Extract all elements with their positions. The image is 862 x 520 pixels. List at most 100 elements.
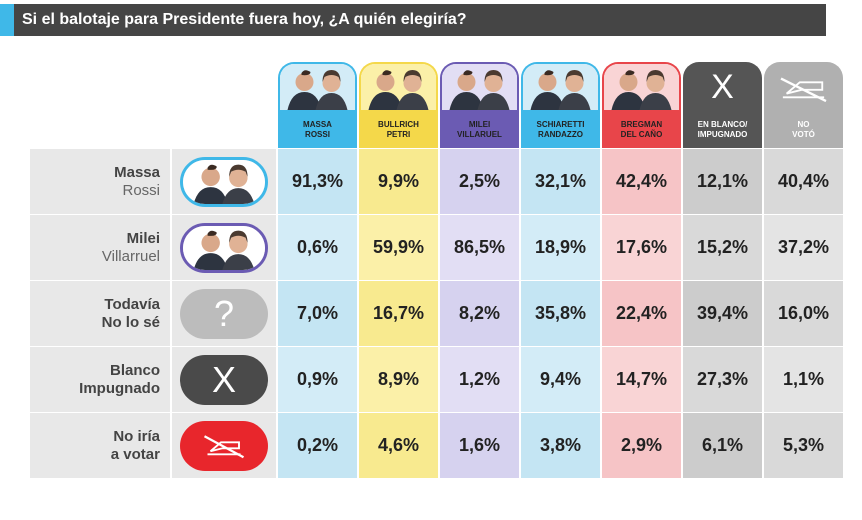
row-label-line1: Todavía [104,295,160,313]
candidates-photo-icon [183,159,265,204]
data-value: 12,1% [683,149,762,214]
chart-title: Si el balotaje para Presidente fuera hoy… [22,11,467,28]
row-label: Milei Villarruel [30,215,170,280]
x-icon: X [180,354,268,405]
data-value: 59,9% [359,215,438,280]
data-value: 2,5% [440,149,519,214]
data-value: 1,2% [440,347,519,412]
data-value: 22,4% [602,281,681,346]
data-value: 40,4% [764,149,843,214]
data-value: 9,9% [359,149,438,214]
column-photo [766,64,841,110]
milei-villarruel-photo [180,222,268,273]
row-icon-cell: X [172,347,276,412]
data-value: 2,9% [602,413,681,478]
column-header: MASSA ROSSI [278,62,357,148]
row-label-line1: Blanco [109,361,160,379]
data-value: 14,7% [602,347,681,412]
candidates-photo-icon [280,64,355,110]
massa-rossi-photo [180,156,268,207]
data-value: 16,0% [764,281,843,346]
column-photo [523,64,598,110]
data-value: 0,2% [278,413,357,478]
data-value: 8,9% [359,347,438,412]
title-bar: Si el balotaje para Presidente fuera hoy… [0,4,826,36]
row-label: Todavía No lo sé [30,281,170,346]
column-photo: X [685,64,760,110]
candidates-photo-icon [442,64,517,110]
data-value: 86,5% [440,215,519,280]
row-icon-cell: ? [172,281,276,346]
data-value: 37,2% [764,215,843,280]
row-icon-cell [172,413,276,478]
data-value: 27,3% [683,347,762,412]
column-name-line1: EN BLANCO/ [697,120,748,129]
data-value: 6,1% [683,413,762,478]
data-value: 16,7% [359,281,438,346]
column-header: BREGMAN DEL CAÑO [602,62,681,148]
header-corner [30,62,170,148]
data-value: 0,9% [278,347,357,412]
x-mark-icon: X [211,358,236,400]
row-label-line2: Rossi [122,181,160,199]
data-value: 7,0% [278,281,357,346]
row-icon-cell [172,215,276,280]
column-name-line1: SCHIARETTI [536,120,585,129]
results-table: MASSA ROSSI BULLRICH PETRI MILEI VILLARUEL SCH… [30,62,843,478]
data-value: 15,2% [683,215,762,280]
data-value: 4,6% [359,413,438,478]
row-label-line1: Milei [126,229,160,247]
row-label: No iría a votar [30,413,170,478]
x-icon: X [711,68,734,106]
candidates-photo-icon [361,64,436,110]
data-value: 91,3% [278,149,357,214]
title-accent [0,4,14,36]
data-value: 17,6% [602,215,681,280]
no-vote-icon [780,77,827,103]
data-value: 1,6% [440,413,519,478]
data-value: 32,1% [521,149,600,214]
question-icon: ? [180,288,268,339]
row-label-line1: Massa [114,163,160,181]
column-header: BULLRICH PETRI [359,62,438,148]
column-name-line2: RANDAZZO [538,130,583,139]
ballot-crossed-icon [203,434,245,458]
candidates-photo-icon [604,64,679,110]
row-label-line1: No iría [113,427,160,445]
column-photo [361,64,436,110]
column-name-line1: MASSA [303,120,332,129]
row-label-line2: a votar [110,445,160,463]
data-value: 1,1% [764,347,843,412]
column-name-line2: PETRI [386,130,411,139]
column-photo [280,64,355,110]
column-name-line1: BULLRICH [378,120,419,129]
row-icon-cell [172,149,276,214]
header-corner-icon [172,62,276,148]
column-name-line2: DEL CAÑO [620,130,663,139]
column-header: MILEI VILLARUEL [440,62,519,148]
row-label: Blanco Impugnado [30,347,170,412]
data-value: 18,9% [521,215,600,280]
question-mark-icon: ? [213,292,235,334]
column-header: SCHIARETTI RANDAZZO [521,62,600,148]
candidates-photo-icon [523,64,598,110]
data-value: 0,6% [278,215,357,280]
data-value: 35,8% [521,281,600,346]
data-value: 8,2% [440,281,519,346]
column-name-line1: BREGMAN [620,120,663,129]
column-name-line2: VILLARUEL [457,130,502,139]
data-value: 39,4% [683,281,762,346]
column-name-line2: VOTÓ [792,130,815,139]
column-photo [442,64,517,110]
column-header: X EN BLANCO/IMPUGNADO [683,62,762,148]
column-name-line1: NO [797,120,810,129]
row-label-line2: No lo sé [101,313,160,331]
data-value: 5,3% [764,413,843,478]
no-vote-icon [180,420,268,471]
candidates-photo-icon [183,225,265,270]
column-photo [604,64,679,110]
column-name-line2: ROSSI [305,130,330,139]
data-value: 42,4% [602,149,681,214]
row-label-line2: Villarruel [101,247,160,265]
row-label: Massa Rossi [30,149,170,214]
